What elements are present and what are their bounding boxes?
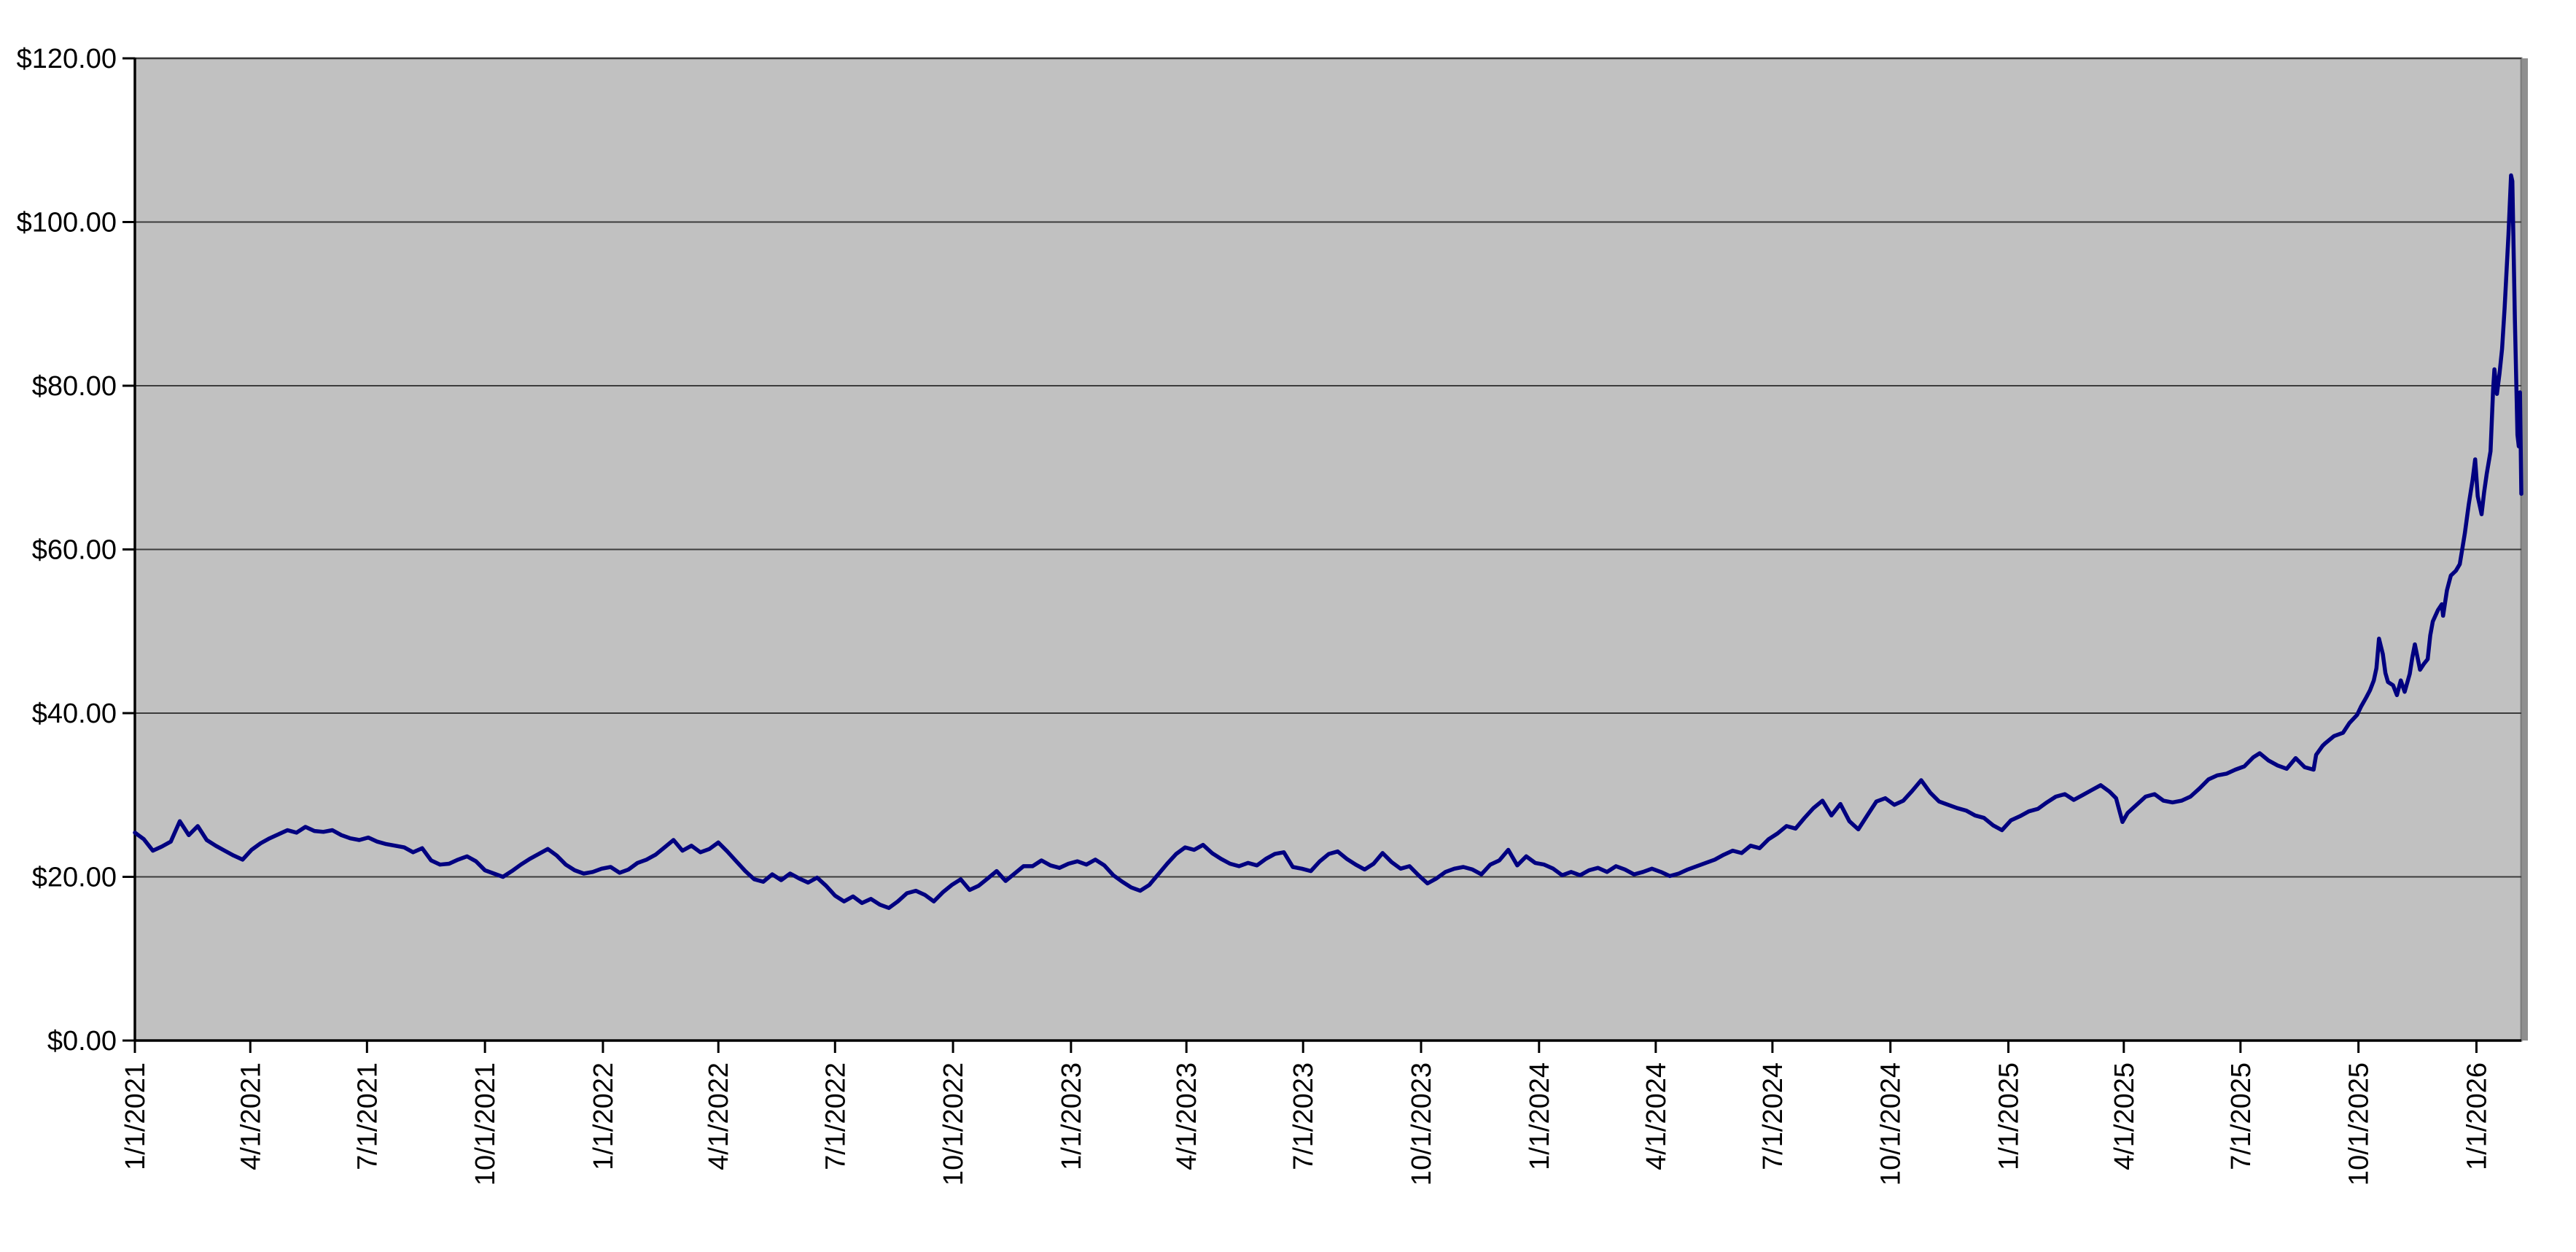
x-axis-tick-label: 7/1/2025 <box>2226 1062 2257 1170</box>
x-axis-tick-label: 4/1/2023 <box>1172 1062 1202 1170</box>
x-axis-tick-label: 1/1/2022 <box>588 1062 619 1170</box>
x-axis-tick-label: 7/1/2024 <box>1758 1062 1789 1170</box>
x-axis-tick-label: 1/1/2023 <box>1057 1062 1087 1170</box>
x-axis-tick-label: 4/1/2021 <box>236 1062 266 1170</box>
y-axis-tick-label: $0.00 <box>47 1026 117 1057</box>
x-axis-tick-label: 10/1/2024 <box>1876 1062 1907 1186</box>
price-series-line <box>133 173 2524 910</box>
y-axis-tick-label: $60.00 <box>32 535 117 566</box>
x-axis-tick-label: 1/1/2021 <box>120 1062 151 1170</box>
x-axis-tick-label: 4/1/2022 <box>704 1062 734 1170</box>
y-axis-tick-label: $40.00 <box>32 699 117 729</box>
x-axis-tick-label: 10/1/2025 <box>2344 1062 2375 1186</box>
y-axis-tick-label: $100.00 <box>17 208 117 238</box>
plot-area-shadow <box>2522 58 2528 1041</box>
y-axis-tick-label: $20.00 <box>32 863 117 893</box>
x-axis-tick-label: 4/1/2025 <box>2109 1062 2140 1170</box>
x-axis-tick-label: 1/1/2024 <box>1525 1062 1555 1170</box>
x-axis-tick-label: 4/1/2024 <box>1641 1062 1672 1170</box>
x-axis-tick-label: 7/1/2021 <box>352 1062 383 1170</box>
x-axis-tick-label: 10/1/2021 <box>470 1062 501 1186</box>
y-axis-tick-label: $120.00 <box>17 44 117 74</box>
x-axis-tick-label: 1/1/2026 <box>2462 1062 2492 1170</box>
x-axis-tick-label: 10/1/2022 <box>938 1062 969 1186</box>
x-axis-tick-label: 1/1/2025 <box>1994 1062 2025 1170</box>
y-axis-tick-label: $80.00 <box>32 371 117 402</box>
x-axis-tick-label: 10/1/2023 <box>1406 1062 1437 1186</box>
x-axis-tick-label: 7/1/2023 <box>1288 1062 1319 1170</box>
x-axis-tick-label: 7/1/2022 <box>820 1062 851 1170</box>
